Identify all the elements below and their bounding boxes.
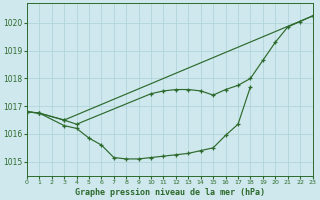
X-axis label: Graphe pression niveau de la mer (hPa): Graphe pression niveau de la mer (hPa) (75, 188, 265, 197)
